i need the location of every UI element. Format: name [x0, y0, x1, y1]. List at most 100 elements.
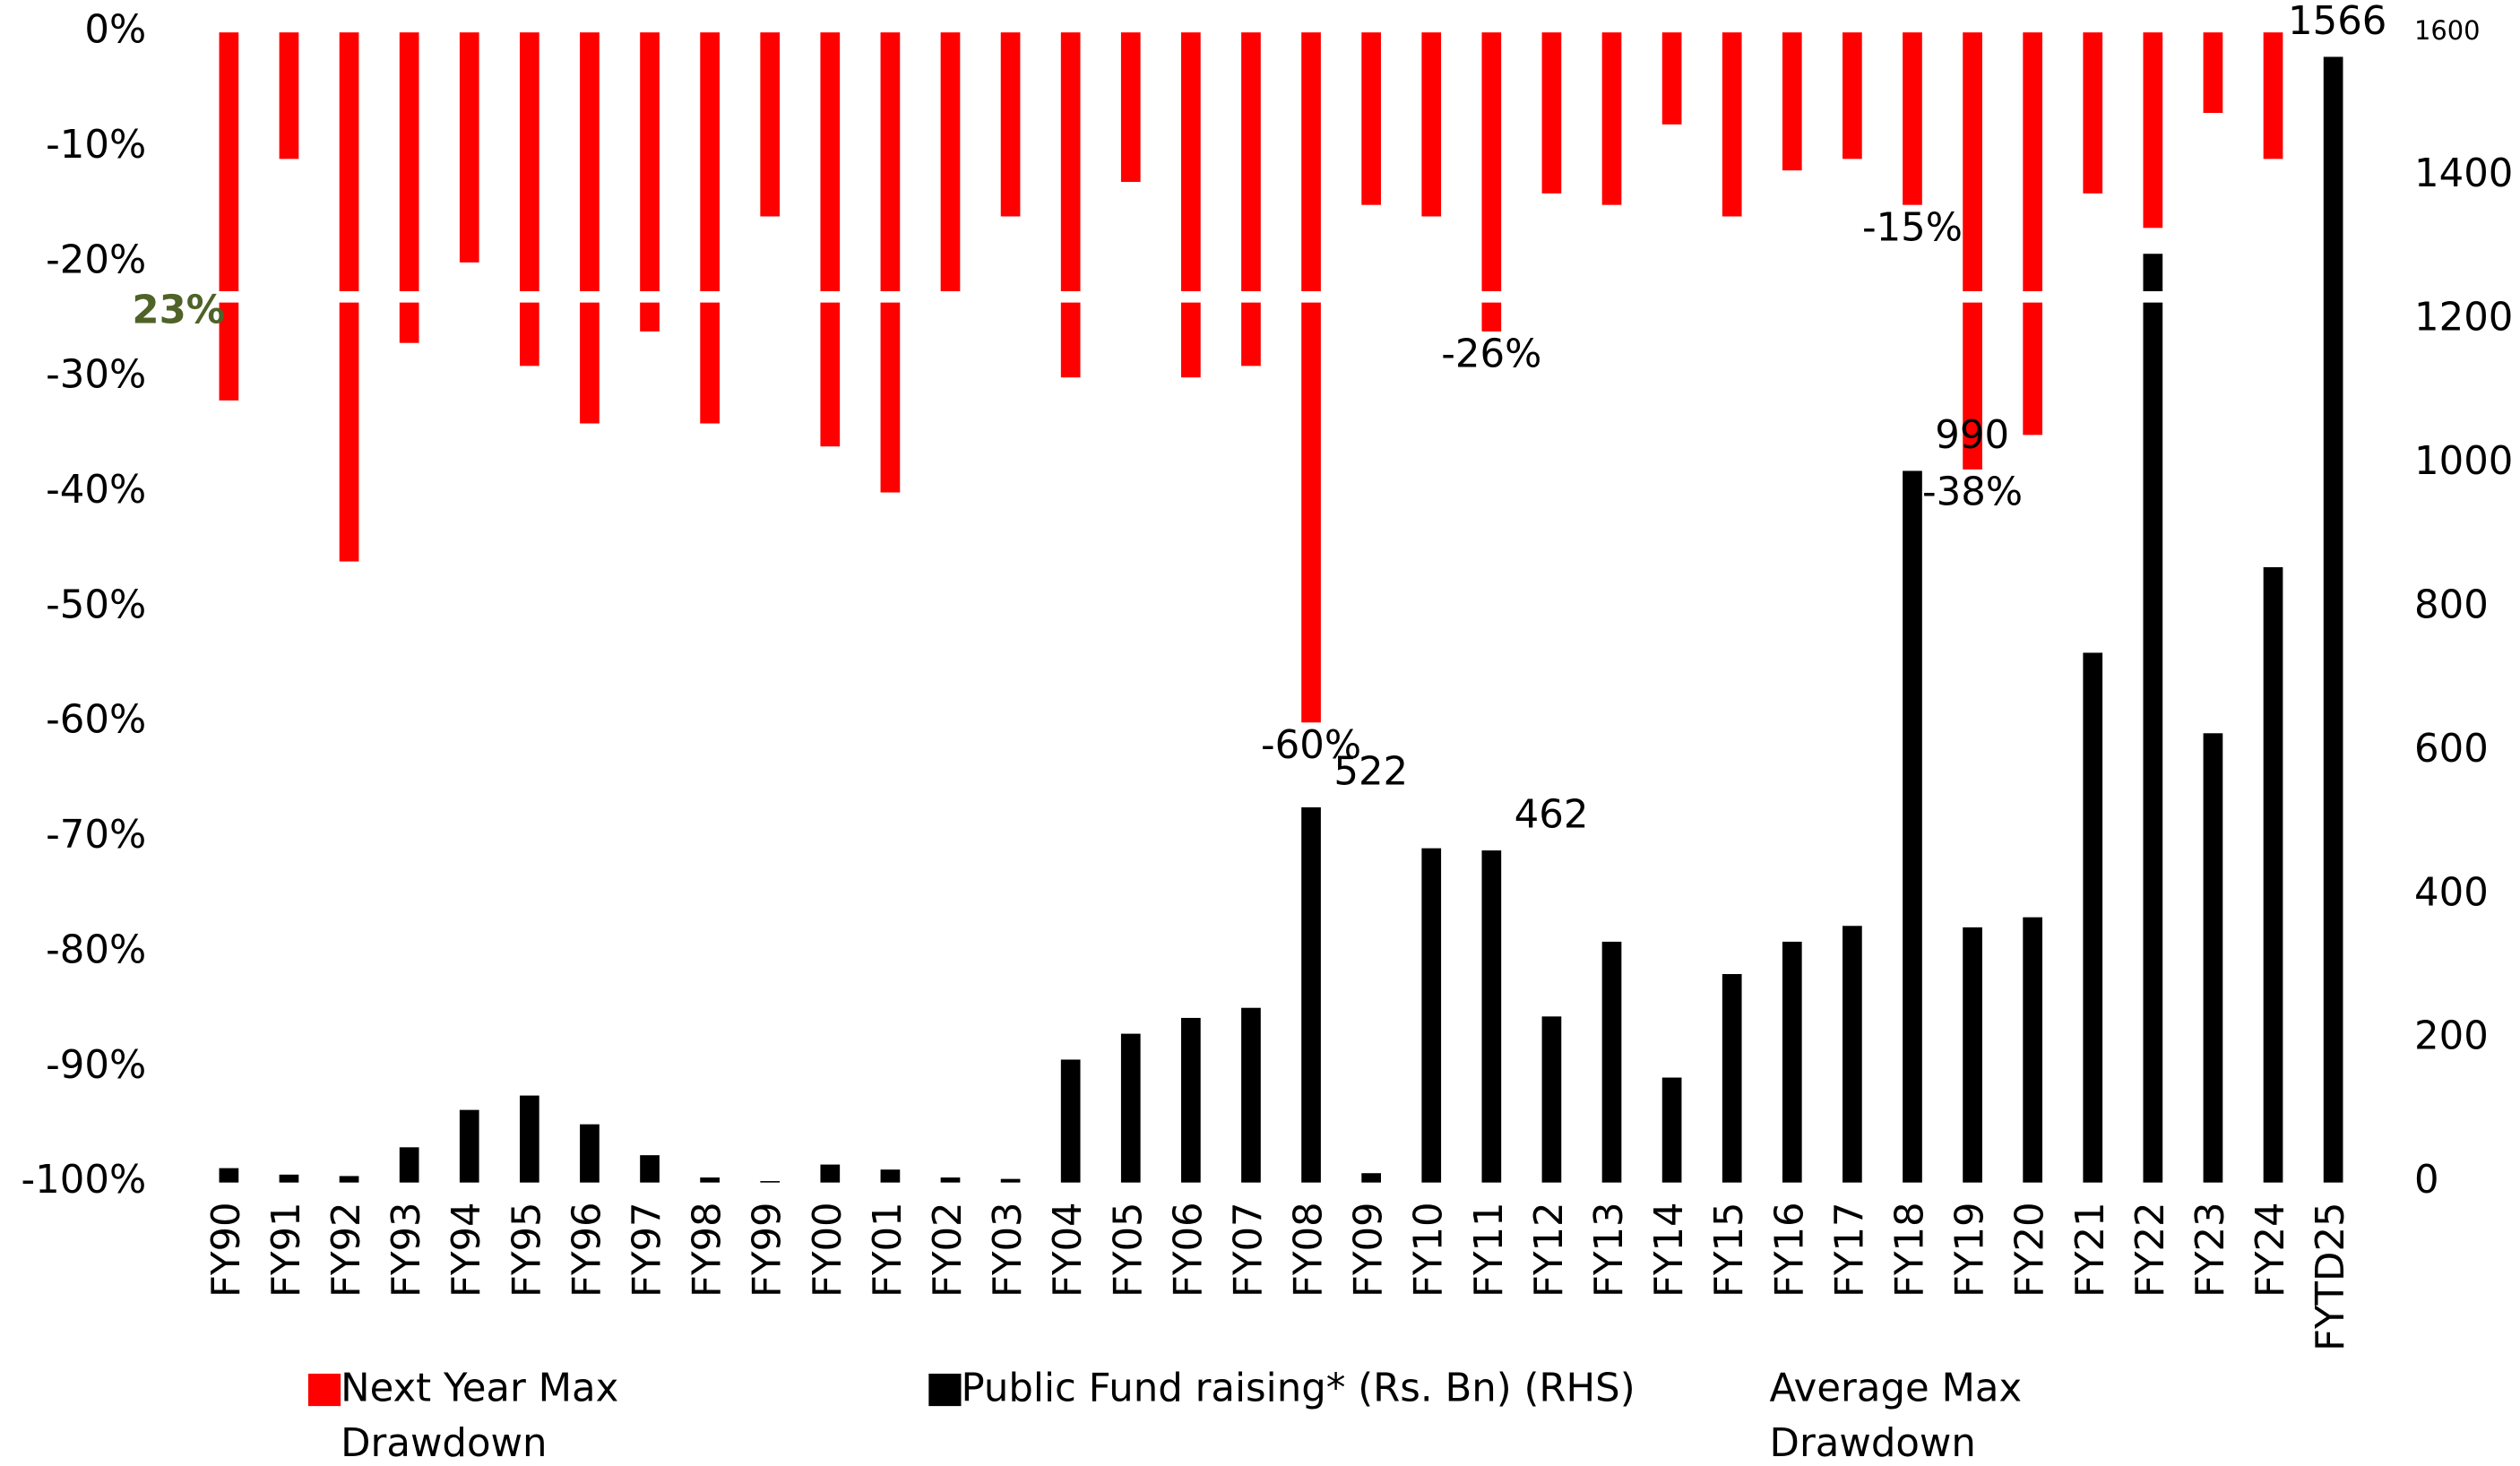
- legend-item: Average Max Drawdown: [1737, 1360, 2093, 1466]
- drawdown-bar: [1661, 32, 1682, 125]
- fund-bar: [1661, 1077, 1682, 1183]
- x-tick-label: FY22: [2128, 1202, 2173, 1298]
- drawdown-bar: [820, 32, 841, 447]
- drawdown-bar: [2023, 32, 2043, 435]
- legend-swatch: [1737, 1373, 1770, 1407]
- fund-bar: [279, 1174, 299, 1183]
- fund-bar: [2323, 56, 2343, 1183]
- drawdown-bar: [1060, 32, 1081, 378]
- drawdown-label: -38%: [1922, 470, 2023, 515]
- fund-bar: [640, 1155, 660, 1183]
- drawdown-label: -60%: [1261, 723, 1361, 768]
- drawdown-bar: [219, 32, 239, 401]
- fund-bar: [339, 1176, 359, 1183]
- x-tick-label: FY09: [1347, 1202, 1392, 1298]
- x-tick-label: FY10: [1407, 1202, 1452, 1298]
- fund-bar: [1963, 927, 1982, 1183]
- y2-tick-label: 0: [2414, 1158, 2439, 1203]
- drawdown-bar: [1541, 32, 1562, 194]
- x-tick-label: FY92: [324, 1202, 369, 1298]
- x-tick-label: FY07: [1226, 1202, 1271, 1298]
- x-tick-label: FY97: [626, 1202, 670, 1298]
- drawdown-bar: [880, 32, 901, 493]
- x-tick-label: FY18: [1887, 1202, 1932, 1298]
- fund-bar: [1301, 806, 1321, 1183]
- x-tick-label: FY00: [806, 1202, 850, 1298]
- y-tick-label: -90%: [46, 1043, 146, 1088]
- legend-item: Public Fund raising* (Rs. Bn) (RHS): [928, 1360, 1706, 1415]
- drawdown-bar: [580, 32, 600, 424]
- drawdown-bar: [1301, 32, 1321, 723]
- y2-tick-label: 1200: [2414, 296, 2513, 341]
- drawdown-bar: [1843, 32, 1862, 160]
- y2-tick-label: 400: [2414, 870, 2489, 915]
- legend-label: Public Fund raising* (Rs. Bn) (RHS): [961, 1365, 1635, 1411]
- y-tick-label: -60%: [46, 698, 146, 743]
- x-tick-label: FY16: [1767, 1202, 1812, 1298]
- x-tick-label: FY06: [1166, 1202, 1211, 1298]
- legend-swatch: [307, 1373, 341, 1407]
- x-tick-label: FY17: [1827, 1202, 1872, 1298]
- drawdown-bar: [2143, 32, 2163, 229]
- average-label: 23%: [132, 288, 225, 332]
- fund-bar: [2203, 733, 2223, 1183]
- x-tick-label: FY23: [2188, 1202, 2233, 1298]
- fund-bar: [219, 1168, 239, 1183]
- drawdown-bar: [2263, 32, 2283, 160]
- fund-bar: [1421, 848, 1442, 1183]
- legend-swatch: [928, 1373, 962, 1407]
- fund-label: 462: [1515, 793, 1589, 838]
- drawdown-bar: [940, 32, 961, 298]
- fund-bar: [880, 1169, 901, 1183]
- y2-tick-label: 600: [2414, 727, 2489, 772]
- fund-bar: [1722, 974, 1742, 1183]
- x-tick-label: FY02: [926, 1202, 971, 1298]
- fund-bar: [1541, 1016, 1562, 1183]
- y-tick-label: -20%: [46, 237, 146, 282]
- fund-bar: [1000, 1178, 1021, 1183]
- fund-bar: [580, 1124, 600, 1183]
- y2-tick-label: 1600: [2414, 15, 2481, 46]
- x-tick-label: FY03: [986, 1202, 1031, 1298]
- fund-bar: [2143, 254, 2163, 1183]
- fund-label: 1566: [2288, 0, 2386, 44]
- drawdown-bar: [1120, 32, 1141, 183]
- fund-bar: [1481, 850, 1502, 1183]
- legend-label: Average Max Drawdown: [1769, 1365, 2023, 1466]
- drawdown-bar: [1481, 32, 1502, 332]
- fund-bar: [1361, 1173, 1381, 1183]
- x-tick-label: FY90: [204, 1202, 249, 1298]
- drawdown-bar: [1903, 32, 1922, 205]
- y-tick-label: -30%: [46, 353, 146, 398]
- x-tick-label: FY19: [1948, 1202, 1993, 1298]
- drawdown-label: -26%: [1441, 332, 1541, 377]
- fund-bar: [940, 1177, 961, 1183]
- y-tick-label: -40%: [46, 468, 146, 513]
- drawdown-label: -15%: [1862, 205, 1963, 250]
- drawdown-bar: [459, 32, 479, 263]
- fund-bar: [1601, 941, 1622, 1183]
- y2-tick-label: 200: [2414, 1014, 2489, 1059]
- x-tick-label: FY04: [1046, 1202, 1091, 1298]
- x-tick-label: FY91: [264, 1202, 309, 1298]
- x-tick-label: FY14: [1647, 1202, 1692, 1298]
- y2-tick-label: 800: [2414, 582, 2489, 627]
- fund-bar: [1241, 1007, 1261, 1183]
- fund-bar: [459, 1109, 479, 1183]
- x-tick-label: FY08: [1287, 1202, 1332, 1298]
- drawdown-bar: [1000, 32, 1021, 217]
- drawdown-bar: [1181, 32, 1201, 378]
- drawdown-bar: [2203, 32, 2223, 113]
- x-tick-label: FY98: [686, 1202, 730, 1298]
- drawdown-bar: [1782, 32, 1802, 171]
- legend-label: Next Year Max Drawdown: [341, 1365, 619, 1466]
- fund-bar: [1782, 941, 1802, 1183]
- fund-bar: [2023, 917, 2043, 1183]
- fund-bar: [519, 1095, 539, 1183]
- x-tick-label: FY01: [866, 1202, 910, 1298]
- y-tick-label: -50%: [46, 582, 146, 627]
- x-tick-label: FY13: [1587, 1202, 1632, 1298]
- fund-bar: [399, 1147, 419, 1183]
- x-tick-label: FY12: [1527, 1202, 1572, 1298]
